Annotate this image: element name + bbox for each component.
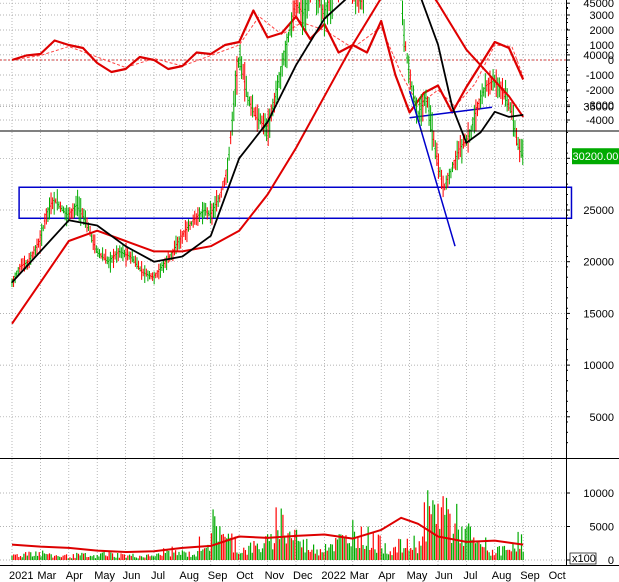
x-tick-label: Sep xyxy=(520,570,540,582)
macd-tick-label: -3000 xyxy=(586,100,614,112)
price-tick-label: 10000 xyxy=(583,360,614,372)
price-trendline xyxy=(408,90,456,247)
ma-long-line xyxy=(11,0,525,325)
x-tick-label: Dec xyxy=(293,570,313,582)
last-price-label: 30200.00 xyxy=(573,151,619,163)
volume-ma-line xyxy=(11,516,524,553)
x-tick-label: Nov xyxy=(265,570,285,582)
x-tick-label: Jul xyxy=(151,570,165,582)
ma-short-line xyxy=(11,0,524,284)
x-tick-label: Mar xyxy=(350,570,369,582)
x-tick-label: Jun xyxy=(123,570,141,582)
macd-tick-label: -1000 xyxy=(586,70,614,82)
grid-lines xyxy=(0,0,566,565)
support-zone-box xyxy=(18,186,573,220)
x-tick-label: Mar xyxy=(37,570,56,582)
macd-tick-label: -2000 xyxy=(586,85,614,97)
price-tick-label: 20000 xyxy=(583,257,614,269)
x-tick-label: May xyxy=(94,570,115,582)
price-tick-label: 45000 xyxy=(583,0,614,10)
macd-tick-label: 1000 xyxy=(590,40,614,52)
volume-pane xyxy=(11,490,524,560)
price-pane xyxy=(11,0,573,325)
macd-tick-label: 2000 xyxy=(590,25,614,37)
volume-tick-label: 0 xyxy=(608,555,614,567)
price-tick-label: 15000 xyxy=(583,308,614,320)
macd-tick-label: -4000 xyxy=(586,115,614,127)
x-tick-label: 2021 xyxy=(9,570,33,582)
macd-tick-label: 0 xyxy=(608,55,614,67)
x-tick-label: Jun xyxy=(435,570,453,582)
x-tick-label: Sep xyxy=(208,570,228,582)
x-tick-label: 2022 xyxy=(321,570,345,582)
price-tick-label: 5000 xyxy=(590,412,614,424)
price-tick-label: 35000 xyxy=(583,102,614,114)
volume-tick-label: 5000 xyxy=(590,522,614,534)
x-tick-label: Aug xyxy=(492,570,512,582)
macd-signal-line xyxy=(11,16,524,107)
price-tick-label: 25000 xyxy=(583,205,614,217)
price-tick-label: 40000 xyxy=(583,50,614,62)
volume-tick-label: 10000 xyxy=(583,488,614,500)
x-tick-label: Oct xyxy=(549,570,566,582)
x-tick-label: Apr xyxy=(66,570,83,582)
x-tick-label: Aug xyxy=(179,570,199,582)
x-tick-label: Apr xyxy=(378,570,395,582)
macd-pane xyxy=(0,9,566,119)
x-tick-label: Oct xyxy=(236,570,253,582)
x-tick-label: Jul xyxy=(463,570,477,582)
macd-tick-label: 3000 xyxy=(590,10,614,22)
volume-unit-box xyxy=(569,552,597,565)
volume-unit-label: x100 xyxy=(572,553,596,565)
macd-line xyxy=(11,9,525,114)
last-price-box xyxy=(572,148,619,165)
x-tick-label: May xyxy=(407,570,428,582)
macd-trendline xyxy=(409,106,493,119)
